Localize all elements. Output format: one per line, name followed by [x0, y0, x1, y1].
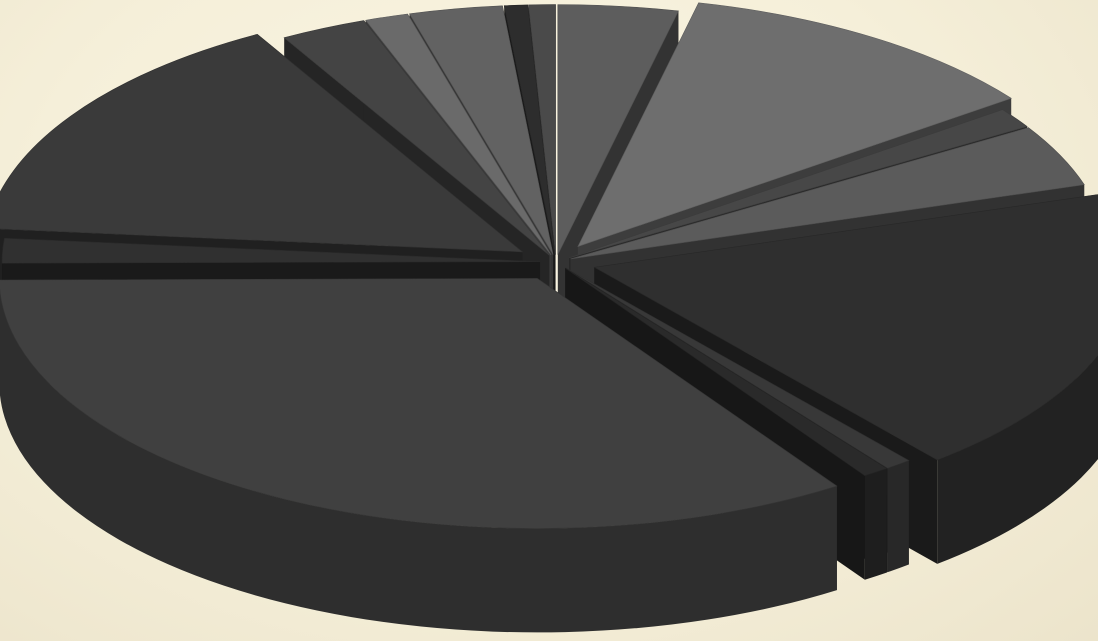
- pie-slice-4-top: [570, 127, 1085, 260]
- pie-slice-1-top: [557, 4, 679, 255]
- pie-slice-12-top: [365, 13, 552, 256]
- pie-slice-7-top: [565, 267, 888, 477]
- pie-slice-5-top: [593, 194, 1098, 461]
- pie-slice-7-side-wall: [864, 468, 887, 580]
- pie-slice-9-top: [1, 237, 541, 264]
- pie-slice-10-top: [0, 34, 524, 253]
- pie-slice-11-top: [283, 20, 550, 256]
- pie-slice-8-top: [0, 278, 838, 529]
- pie-slice-2-top: [577, 2, 1012, 247]
- pie-slice-14-top: [503, 4, 556, 255]
- pie-slice-8-side-wall: [0, 290, 837, 633]
- pie-slice-3-top: [569, 109, 1028, 259]
- pie-slice-8: [0, 278, 838, 633]
- pie-slice-15-top: [528, 4, 556, 255]
- pie-slice-6-side-wall: [887, 460, 909, 573]
- pie-slice-5-side-wall: [937, 355, 1098, 564]
- pie-slice-13-top: [409, 5, 554, 255]
- pie-slice-6-top: [565, 267, 910, 469]
